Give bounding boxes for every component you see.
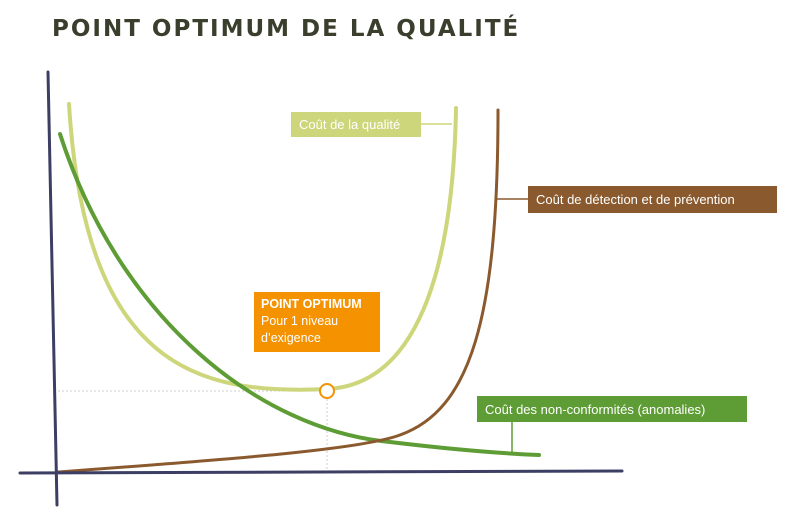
quality-cost-label: Coût de la qualité [291, 112, 421, 137]
nonconformity-cost-curve [58, 132, 541, 457]
optimum-title: POINT OPTIMUM [261, 297, 362, 311]
page-title: POINT OPTIMUM DE LA QUALITÉ [52, 16, 521, 42]
optimum-point-marker [319, 383, 335, 399]
x-axis [18, 469, 624, 475]
detection-cost-label: Coût de détection et de prévention [528, 186, 777, 213]
y-axis [46, 70, 59, 507]
quality-cost-curve [67, 102, 458, 392]
detection-cost-curve [56, 108, 500, 474]
optimum-callout: POINT OPTIMUM Pour 1 niveau d’exigence [254, 292, 380, 352]
optimum-description: Pour 1 niveau d’exigence [261, 314, 339, 345]
nonconformity-cost-label: Coût des non-conformités (anomalies) [477, 396, 747, 422]
